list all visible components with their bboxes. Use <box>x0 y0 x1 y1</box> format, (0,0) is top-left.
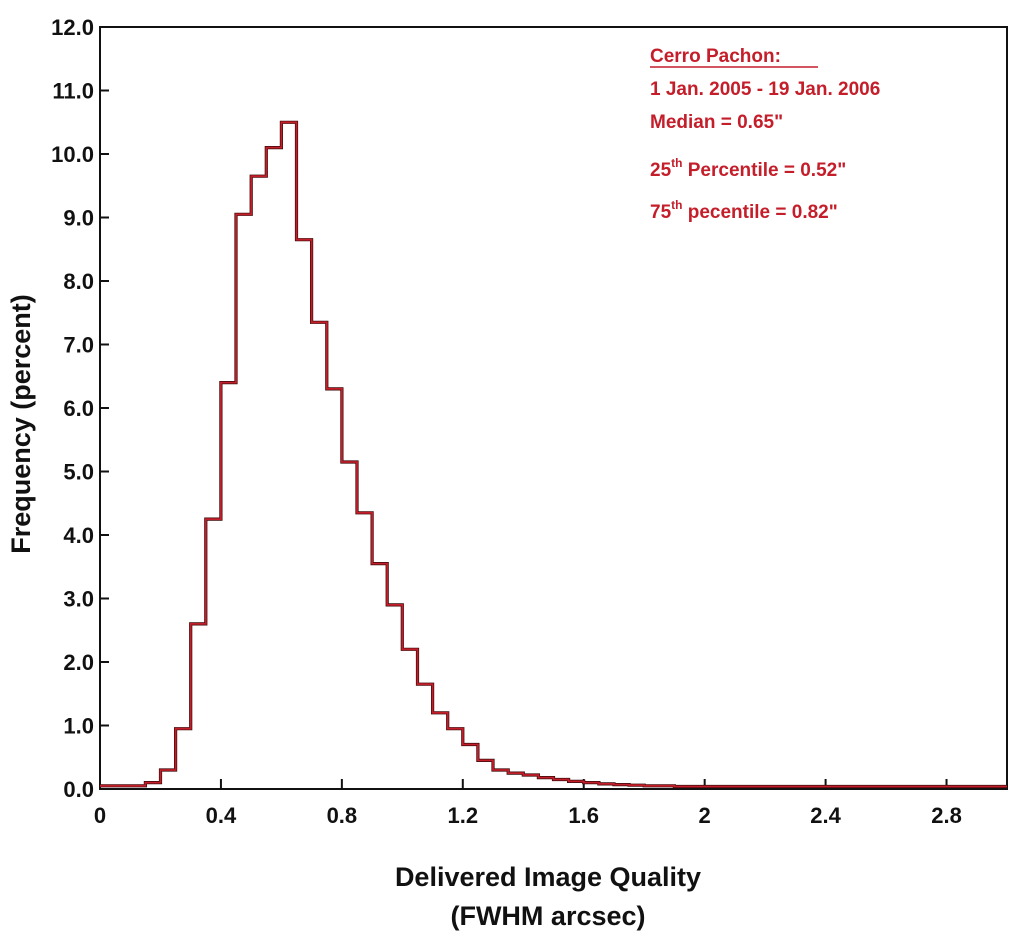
y-tick-label: 1.0 <box>63 714 94 739</box>
annotation-25-number: 25 <box>650 160 672 181</box>
x-tick-label: 1.2 <box>448 803 479 828</box>
y-tick-label: 7.0 <box>63 333 94 358</box>
y-tick-label: 11.0 <box>52 79 94 104</box>
y-tick-label: 0.0 <box>63 777 94 802</box>
annotation-75-number: 75 <box>650 202 672 223</box>
y-tick-label: 8.0 <box>63 269 94 294</box>
x-tick-label: 2 <box>699 803 711 828</box>
annotation-25-text: Percentile = 0.52" <box>682 160 846 181</box>
y-tick-label: 2.0 <box>63 650 94 675</box>
y-axis-label: Frequency (percent) <box>6 294 36 554</box>
x-tick-label: 2.4 <box>810 803 841 828</box>
y-tick-label: 5.0 <box>63 460 94 485</box>
y-axis-ticks: 0.0 1.0 2.0 3.0 4.0 5.0 6.0 7.0 8.0 9.0 10.0 11.0 12… <box>51 15 109 802</box>
y-tick-label: 3.0 <box>63 587 94 612</box>
annotation-75-sup: th <box>671 198 682 212</box>
x-tick-label: 0.4 <box>206 803 237 828</box>
y-tick-label: 6.0 <box>63 396 94 421</box>
x-axis-ticks: 0 0.4 0.8 1.2 1.6 2 2.4 2.8 <box>94 779 962 828</box>
x-tick-label: 0.8 <box>327 803 358 828</box>
x-axis-label-line2: (FWHM arcsec) <box>450 901 645 931</box>
annotation-75th-percentile: 75th pecentile = 0.82" <box>650 198 838 223</box>
x-tick-label: 2.8 <box>931 803 962 828</box>
annotation-25-sup: th <box>671 156 682 170</box>
annotation-title: Cerro Pachon: <box>650 46 781 67</box>
y-tick-label: 4.0 <box>63 523 94 548</box>
annotation-median: Median = 0.65" <box>650 112 783 133</box>
stats-annotation: Cerro Pachon: 1 Jan. 2005 - 19 Jan. 2006… <box>650 46 880 223</box>
histogram-outline <box>100 121 1007 788</box>
annotation-25th-percentile: 25th Percentile = 0.52" <box>650 156 846 181</box>
y-tick-label: 9.0 <box>63 206 94 231</box>
annotation-date-range: 1 Jan. 2005 - 19 Jan. 2006 <box>650 79 880 100</box>
y-tick-label: 12.0 <box>51 15 94 40</box>
x-axis-label-line1: Delivered Image Quality <box>395 862 701 892</box>
annotation-75-text: pecentile = 0.82" <box>682 202 837 223</box>
x-tick-label: 1.6 <box>568 803 599 828</box>
y-tick-label: 10.0 <box>51 142 94 167</box>
x-tick-label: 0 <box>94 803 106 828</box>
plot-area <box>99 26 1008 790</box>
